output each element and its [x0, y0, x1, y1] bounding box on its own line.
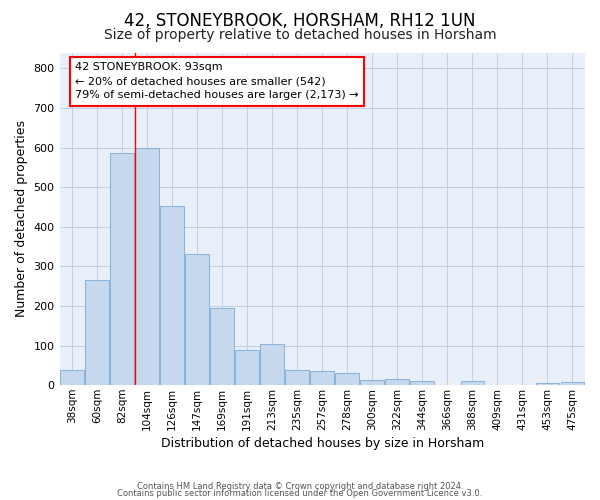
Bar	[135, 148, 159, 385]
Text: Size of property relative to detached houses in Horsham: Size of property relative to detached ho…	[104, 28, 496, 42]
Bar	[160, 206, 184, 385]
Text: Contains public sector information licensed under the Open Government Licence v3: Contains public sector information licen…	[118, 489, 482, 498]
Bar	[361, 380, 384, 385]
Bar	[60, 370, 84, 385]
Bar	[536, 383, 559, 385]
Text: 42 STONEYBROOK: 93sqm
← 20% of detached houses are smaller (542)
79% of semi-det: 42 STONEYBROOK: 93sqm ← 20% of detached …	[76, 62, 359, 100]
Bar	[85, 280, 109, 385]
Text: Contains HM Land Registry data © Crown copyright and database right 2024.: Contains HM Land Registry data © Crown c…	[137, 482, 463, 491]
Bar	[210, 308, 234, 385]
Bar	[286, 370, 309, 385]
Bar	[560, 382, 584, 385]
Bar	[410, 381, 434, 385]
X-axis label: Distribution of detached houses by size in Horsham: Distribution of detached houses by size …	[161, 437, 484, 450]
Y-axis label: Number of detached properties: Number of detached properties	[15, 120, 28, 318]
Bar	[461, 381, 484, 385]
Bar	[335, 374, 359, 385]
Bar	[235, 350, 259, 385]
Text: 42, STONEYBROOK, HORSHAM, RH12 1UN: 42, STONEYBROOK, HORSHAM, RH12 1UN	[124, 12, 476, 30]
Bar	[385, 379, 409, 385]
Bar	[185, 254, 209, 385]
Bar	[260, 344, 284, 385]
Bar	[110, 154, 134, 385]
Bar	[310, 370, 334, 385]
